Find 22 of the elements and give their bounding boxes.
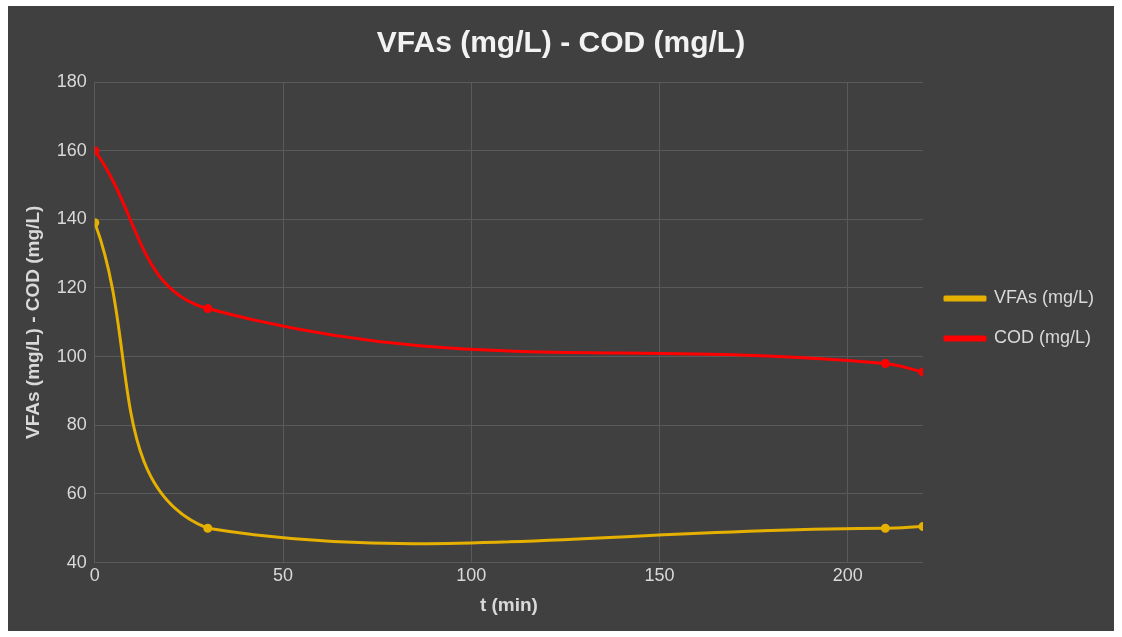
y-tick-label: 40 [66,551,87,572]
chart-title: VFAs (mg/L) - COD (mg/L) [376,25,746,59]
x-tick-label: 150 [644,565,675,586]
y-tick-label: 160 [56,139,87,160]
y-tick-label: 80 [66,414,87,435]
y-tick-label: 140 [56,208,87,229]
point [203,523,213,533]
legend-label: COD (mg/L) [993,327,1091,348]
y-axis-title: VFAs (mg/L) - COD (mg/L) [21,205,43,439]
legend-label: VFAs (mg/L) [993,287,1095,308]
y-tick-label: 60 [66,482,87,503]
y-tick-label: 100 [56,345,87,366]
x-tick-label: 100 [456,565,487,586]
point [880,523,890,533]
point [203,304,213,314]
point [880,358,890,368]
x-tick-label: 50 [273,565,294,586]
y-tick-label: 180 [56,70,87,91]
y-tick-label: 120 [56,276,87,297]
x-tick-label: 0 [89,565,100,586]
x-tick-label: 200 [832,565,863,586]
x-axis-title: t (min) [479,593,538,615]
